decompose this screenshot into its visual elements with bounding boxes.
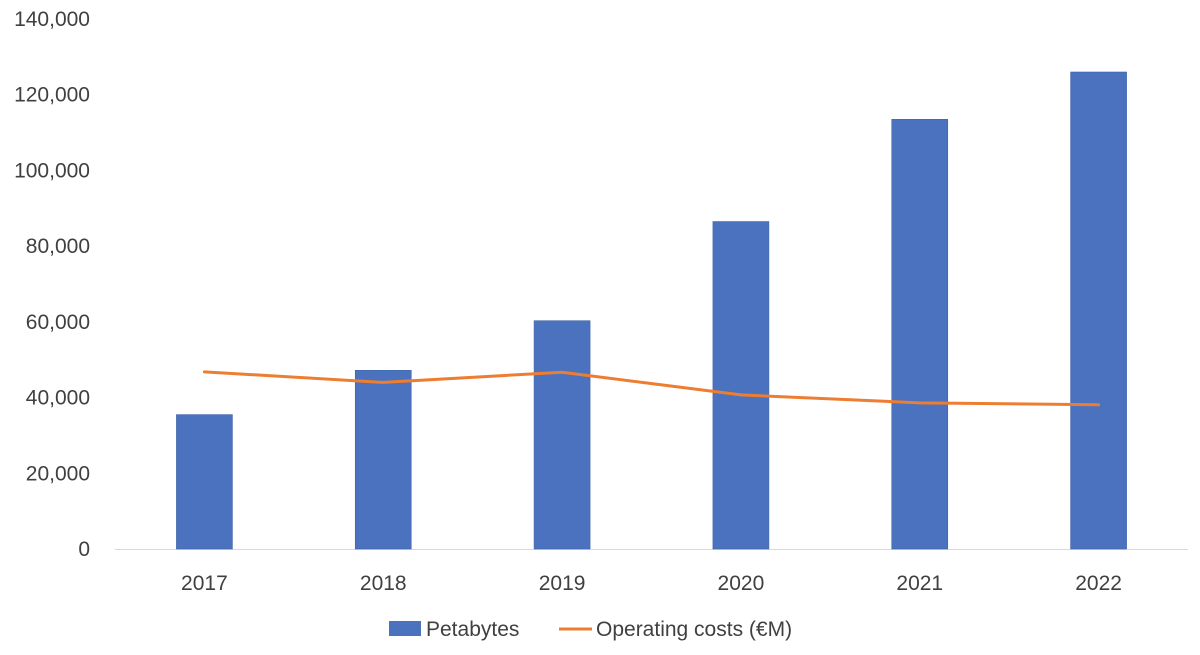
legend: Petabytes Operating costs (€M) — [389, 618, 792, 641]
x-tick-label: 2020 — [718, 572, 765, 595]
legend-swatch-petabytes — [389, 621, 421, 636]
y-tick-label: 20,000 — [26, 462, 90, 485]
bar-2021 — [891, 119, 949, 550]
y-tick-label: 140,000 — [14, 8, 90, 31]
y-tick-label: 40,000 — [26, 387, 90, 410]
x-tick-label: 2022 — [1075, 572, 1122, 595]
x-tick-label: 2019 — [539, 572, 586, 595]
x-tick-label: 2021 — [896, 572, 943, 595]
bar-2019 — [533, 320, 591, 550]
line-series — [202, 370, 1101, 407]
bar-2020 — [712, 221, 770, 550]
bar-2017 — [176, 414, 233, 550]
y-axis-tick-labels: 0 20,000 40,000 60,000 80,000 100,000 120,000 1… — [14, 8, 90, 561]
legend-label-operating-costs: Operating costs (€M) — [596, 618, 792, 641]
legend-label-petabytes: Petabytes — [426, 618, 519, 641]
bar-2022 — [1070, 71, 1127, 550]
x-axis-tick-labels: 2017 2018 2019 2020 2021 2022 — [181, 572, 1122, 595]
x-tick-label: 2017 — [181, 572, 228, 595]
bar-series — [176, 71, 1127, 550]
y-tick-label: 0 — [78, 538, 90, 561]
y-tick-label: 100,000 — [14, 159, 90, 182]
operating-costs-line — [202, 370, 1101, 407]
y-tick-label: 60,000 — [26, 311, 90, 334]
x-tick-label: 2018 — [360, 572, 407, 595]
y-tick-label: 120,000 — [14, 84, 90, 107]
y-tick-label: 80,000 — [26, 235, 90, 258]
bar-2018 — [354, 370, 412, 550]
